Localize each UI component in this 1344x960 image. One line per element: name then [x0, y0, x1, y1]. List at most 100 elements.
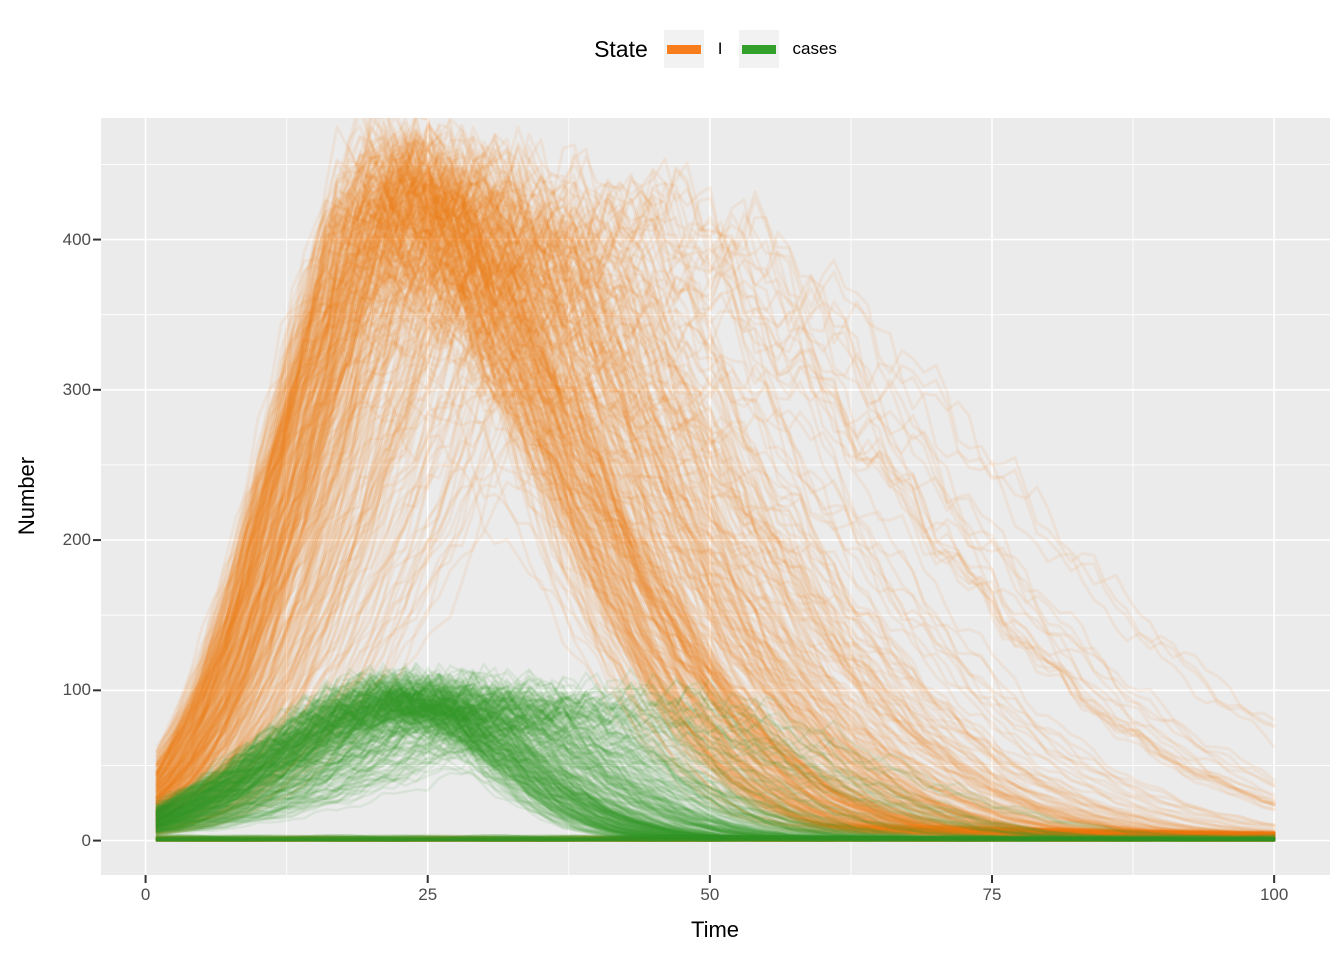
trajectory-I-line [155, 228, 1276, 837]
trajectory-I-line [155, 148, 1276, 835]
trajectory-I-line [155, 176, 1276, 839]
trajectory-I-line [155, 219, 1276, 835]
trajectory-cases-line [155, 693, 1276, 841]
trajectory-cases-line [155, 836, 1276, 842]
trajectory-I-line [155, 181, 1276, 827]
trajectory-I-line [155, 237, 1276, 840]
trajectory-I-line [155, 163, 1276, 837]
trajectory-I-line [155, 172, 1276, 839]
legend-label-I: I [717, 39, 723, 58]
trajectory-I-line [155, 185, 1276, 836]
trajectory-I-line [155, 231, 1276, 838]
trajectory-I-line [155, 210, 1276, 837]
trajectory-I-line [155, 836, 1276, 842]
trajectory-I-line [155, 210, 1276, 838]
trajectory-I-line [155, 210, 1276, 836]
trajectory-I-line [155, 216, 1276, 837]
trajectory-cases-line [155, 694, 1276, 841]
trajectory-I-line [155, 205, 1276, 838]
trajectory-I-line [155, 147, 1276, 837]
trajectory-I-line [155, 121, 1276, 838]
x-tick-label: 25 [418, 885, 438, 904]
trajectory-I-line [155, 215, 1276, 839]
trajectory-I-line [155, 178, 1276, 837]
x-tick-label: 0 [140, 885, 151, 904]
trajectory-cases-line [155, 834, 1276, 842]
trajectory-I-line [155, 837, 1276, 842]
trajectory-cases-line [155, 664, 1276, 841]
trajectory-I-line [155, 162, 1276, 839]
trajectory-I-line [155, 835, 1276, 842]
trajectory-I-line [155, 837, 1276, 842]
trajectory-I-line [155, 139, 1276, 838]
trajectory-I-line [155, 173, 1276, 839]
trajectory-I-line [155, 196, 1276, 835]
trajectory-I-line [155, 166, 1276, 836]
trajectory-I-line [155, 137, 1276, 838]
trajectory-I-line [155, 215, 1276, 838]
trajectory-I-line [155, 134, 1276, 839]
trajectory-I-line [155, 134, 1276, 839]
trajectory-I-line [155, 154, 1276, 837]
trajectory-I-line [155, 189, 1276, 837]
trajectory-I-line [155, 160, 1276, 837]
trajectory-I-line [155, 208, 1276, 838]
trajectory-I-line [155, 207, 1276, 838]
trajectory-I-line [155, 222, 1276, 830]
trajectory-I-line [155, 140, 1276, 838]
trajectory-I-line [155, 220, 1276, 835]
trajectory-I-line [155, 220, 1276, 838]
trajectory-I-line [155, 178, 1276, 838]
grid-major [101, 118, 1330, 875]
trajectory-I-line [155, 325, 1276, 834]
trajectory-I-line [155, 133, 1276, 838]
trajectory-I-line [155, 151, 1276, 835]
trajectory-cases-line [155, 702, 1276, 841]
trajectory-I-line [155, 206, 1276, 836]
trajectory-I-line [155, 118, 1276, 838]
trajectory-I-line [155, 834, 1276, 842]
trajectory-I-line [155, 838, 1276, 842]
trajectory-I-line [155, 192, 1276, 838]
trajectory-I-line [155, 169, 1276, 836]
trajectory-I-line [155, 218, 1276, 835]
trajectory-I-line [155, 837, 1276, 842]
trajectory-I-line [155, 124, 1276, 835]
trajectory-I-line [155, 132, 1276, 833]
trajectory-I-line [155, 127, 1276, 837]
trajectory-I-line [155, 121, 1276, 839]
trajectory-I-line [155, 189, 1276, 837]
trajectory-I-line [155, 208, 1276, 838]
legend-entry-cases: cases [738, 30, 837, 68]
trajectory-I-line [155, 261, 1276, 837]
trajectory-I-line [155, 118, 1276, 836]
trajectory-I-line [155, 155, 1276, 837]
trajectory-I-line [155, 245, 1276, 838]
trajectory-I-line [155, 159, 1276, 835]
trajectory-I-line [155, 263, 1276, 840]
trajectory-cases-line [155, 703, 1276, 841]
trajectory-I-line [155, 176, 1276, 839]
trajectory-I-line [155, 137, 1276, 839]
legend: State I cases [101, 30, 1330, 68]
trajectory-cases-line [155, 836, 1276, 842]
trajectory-I-line [155, 237, 1276, 838]
legend-key-cases [738, 30, 779, 68]
trajectory-I-line [155, 257, 1276, 837]
trajectory-I-line [155, 207, 1276, 838]
trajectory-I-line [155, 118, 1276, 839]
trajectory-I-line [155, 166, 1276, 830]
trajectory-I-line [155, 133, 1276, 837]
trajectory-I-line [155, 172, 1276, 834]
trajectory-cases-line [155, 676, 1276, 841]
trajectory-cases-line [155, 694, 1276, 841]
trajectory-I-line [155, 155, 1276, 833]
trajectory-I-line [155, 174, 1276, 837]
trajectory-I-line [155, 136, 1276, 838]
trajectory-I-line [155, 835, 1276, 842]
trajectory-I-line [155, 182, 1276, 835]
trajectory-I-line [155, 838, 1276, 842]
trajectory-I-line [155, 836, 1276, 842]
trajectory-I-line [155, 150, 1276, 835]
trajectory-I-line [155, 198, 1276, 837]
